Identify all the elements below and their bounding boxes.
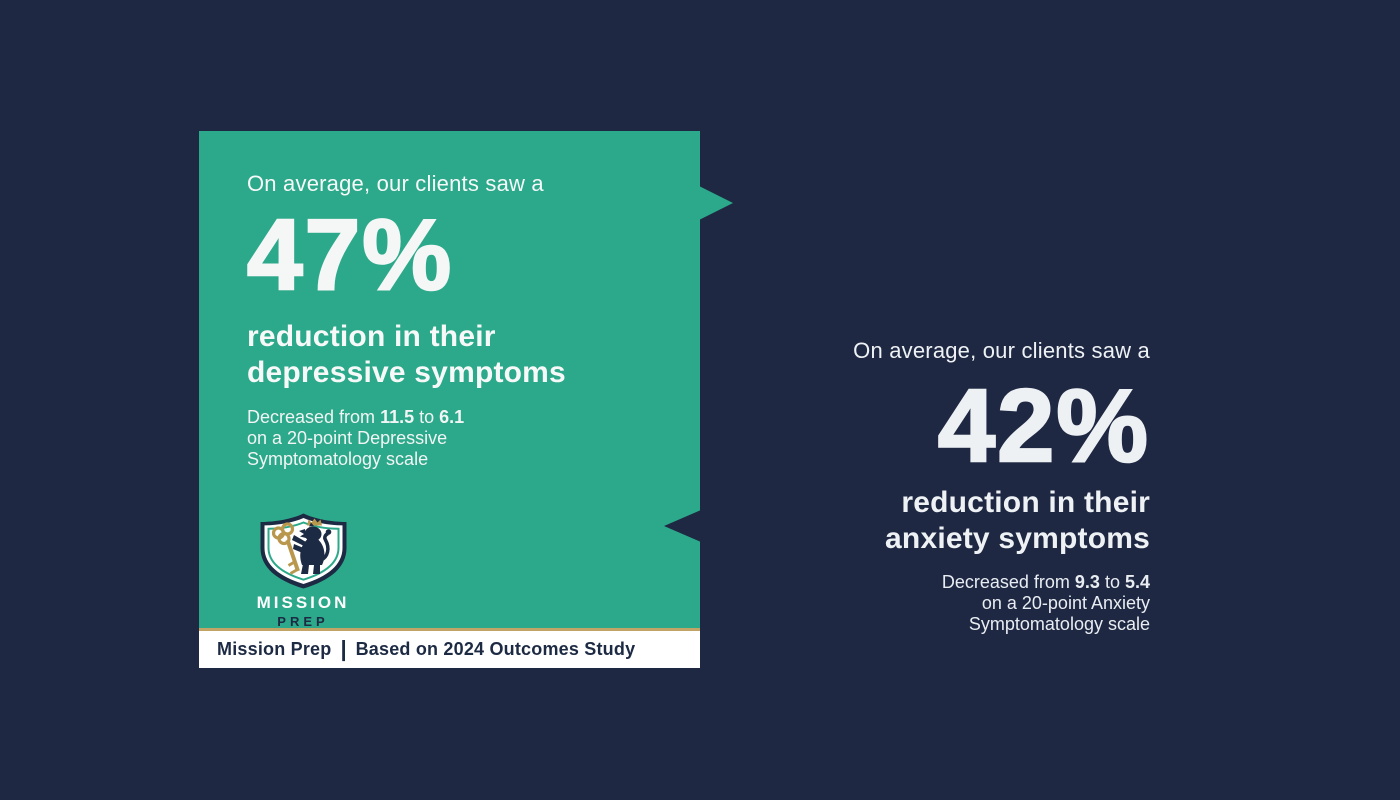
anxiety-detail-seg1: Decreased from [941,572,1075,593]
depression-percent-stat: 47% [246,199,454,312]
depression-detail: Decreased from 11.5 to 6.1 on a 20-point… [247,407,664,470]
depression-headline-line1: reduction in their [247,320,496,354]
anxiety-score-before: 9.3 [1074,572,1100,593]
mission-prep-logo: MISSION PREP [247,512,359,629]
anxiety-detail-line3: Symptomatology scale [968,614,1150,635]
shield-lion-key-icon [260,513,346,589]
depression-detail-line2: on a 20-point Depressive [247,428,448,449]
anxiety-score-after: 5.4 [1124,572,1150,593]
gold-divider-line [199,628,700,631]
depression-score-after: 6.1 [439,407,465,428]
anxiety-headline-line2: anxiety symptoms [885,522,1150,556]
depression-score-before: 11.5 [380,407,415,428]
anxiety-intro-text: On average, our clients saw a [853,338,1150,363]
depression-detail-seg2: to [414,407,440,428]
gold-key-icon [271,522,300,576]
anxiety-stat-panel: On average, our clients saw a 42% reduct… [710,338,1150,635]
depression-detail-line3: Symptomatology scale [247,449,429,470]
logo-wordmark-mission: MISSION [256,593,350,613]
depression-intro-text: On average, our clients saw a [247,171,544,196]
anxiety-headline-line1: reduction in their [901,486,1150,520]
logo-wordmark-prep: PREP [277,614,329,630]
anxiety-detail: Decreased from 9.3 to 5.4 on a 20-point … [710,572,1150,635]
depression-card-body: On average, our clients saw a 47% reduct… [199,131,700,629]
depression-detail-seg1: Decreased from [247,407,381,428]
footer-brand-name: Mission Prep [217,639,332,659]
depression-headline: reduction in their depressive symptoms [247,319,664,391]
footer-divider-bar: | [340,635,347,661]
anxiety-headline: reduction in their anxiety symptoms [710,485,1150,557]
anxiety-detail-line2: on a 20-point Anxiety [981,593,1150,614]
anxiety-detail-seg2: to [1099,572,1125,593]
lion-icon [291,522,331,575]
card-footer-bar: Mission Prep | Based on 2024 Outcomes St… [199,631,700,668]
anxiety-percent-stat: 42% [937,368,1150,484]
footer-source-note: Based on 2024 Outcomes Study [355,639,636,659]
depression-stat-card: On average, our clients saw a 47% reduct… [199,131,700,668]
bubble-tail-right-icon [699,186,733,220]
depression-headline-line2: depressive symptoms [247,356,566,390]
